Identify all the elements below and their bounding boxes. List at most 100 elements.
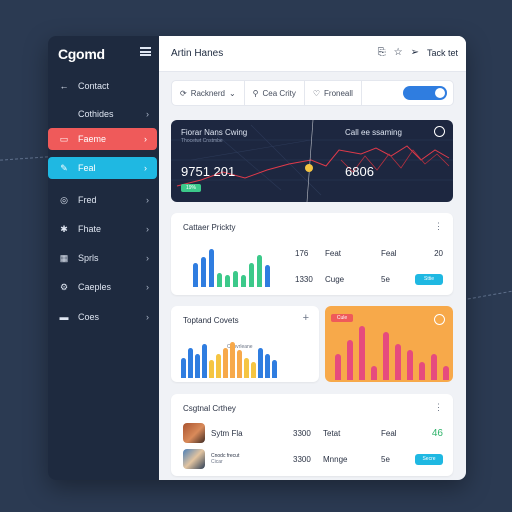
refresh-icon: ⟳ [180,88,187,98]
card-title: Toptand Covets [183,316,239,325]
bar [258,348,263,378]
bar [383,332,389,380]
sidebar-item-label: Sprls [78,253,99,263]
bar [265,354,270,378]
avatar [183,423,205,443]
main-content: Artin Hanes ⎘ ☆ ➢ Tack tet ⟳ Racknerd ⌄ … [159,36,466,480]
bar [272,360,277,378]
more-options-icon[interactable]: ⋮ [434,221,443,231]
sidebar-item-cothides[interactable]: Cothides › [48,103,159,125]
hero-left-value: 9751 201 [181,164,236,179]
bar [201,257,206,287]
status-badge: Cule [331,314,353,322]
chart-legend: Cenvrleane [227,344,253,350]
card-toptand-covets: Toptand Covets + Cenvrleane [171,306,319,382]
sidebar-item-coes[interactable]: ▬ Coes › [48,306,159,328]
hero-left-title: Fiorar Nans Cwing [181,128,248,137]
sidebar-item-faeme[interactable]: ▭ Faeme › [48,128,157,150]
bar [188,348,193,378]
pencil-icon: ✎ [60,162,68,173]
sidebar-item-caeples[interactable]: ⚙ Caeples › [48,276,159,298]
bar [419,362,425,380]
heart-icon: ♡ [312,88,321,98]
hero-left-subtitle: Thocetwt Cnstmbe [181,138,223,144]
chevron-right-icon: › [146,312,149,322]
star-icon[interactable]: ☆ [393,47,403,58]
bar [257,255,262,287]
sidebar-item-fred[interactable]: ◎ Fred › [48,189,159,211]
chevron-down-icon: ⌄ [228,88,236,98]
sidebar-item-label: Feal [78,163,96,173]
bar [230,342,235,378]
hero-trend-chart [171,120,453,202]
filter-bar: ⟳ Racknerd ⌄ ⚲ Cea Crity ♡ Froneall [171,80,454,106]
card2-bar-chart [181,340,277,378]
sidebar-item-sprls[interactable]: ▦ Sprls › [48,247,159,269]
bar [233,271,238,287]
list-item[interactable]: Sytm Fla 3300 Tetat Feal 46 [183,422,443,444]
chevron-right-icon: › [146,253,149,263]
bar [223,348,228,378]
sidebar-item-label: Faeme [78,134,107,144]
bar [407,350,413,380]
arrow-left-icon: ← [59,81,69,91]
stat-row: 176 Feat Feal 20 [295,248,443,258]
globe-icon: ◎ [60,194,68,205]
more-options-icon[interactable]: ⋮ [434,402,443,412]
card-cattaer-prickty: Cattaer Prickty ⋮ 176 Feat Feal 20 [171,213,453,295]
hero-chart-card: Fiorar Nans Cwing Thocetwt Cnstmbe 9751 … [171,120,453,202]
grid-icon: ▦ [59,252,69,263]
filter-racknerd[interactable]: ⟳ Racknerd ⌄ [172,81,245,105]
bookmark-icon[interactable]: ⎘ [377,47,386,58]
bar [241,275,246,287]
bar [217,273,222,287]
view-toggle[interactable] [403,86,447,100]
sidebar-item-label: Coes [78,312,100,322]
bar [249,263,254,287]
sidebar-item-contact[interactable]: ← Contact [48,75,159,97]
filter-froneall[interactable]: ♡ Froneall [305,81,362,105]
folder-icon: ▬ [59,312,69,322]
bar [244,358,249,378]
sidebar-item-label: Cothides [78,109,114,119]
user-icon: ⚲ [252,88,259,98]
action-pill-button[interactable]: Sttie [415,273,443,285]
bar [371,366,377,380]
card3-bar-chart [335,326,449,380]
chevron-right-icon: › [146,282,149,292]
bar [202,344,207,378]
bar [209,360,214,378]
info-ring-icon[interactable] [434,314,445,325]
bar [181,358,186,378]
bar [193,263,198,287]
decor-dashed-line-left [0,156,48,161]
sidebar-item-fhate[interactable]: ✱ Fhate › [48,218,159,240]
top-action-button[interactable]: Tack tet [426,47,458,58]
sidebar-item-label: Caeples [78,282,112,292]
hero-right-value: 6806 [345,164,374,179]
hamburger-menu-icon[interactable] [140,47,151,56]
send-icon[interactable]: ➢ [410,47,419,58]
bar [216,354,221,378]
asterisk-icon: ✱ [60,223,68,234]
app-logo: Cgomd [58,46,105,62]
top-bar: Artin Hanes ⎘ ☆ ➢ Tack tet [159,36,466,72]
bar [443,366,449,380]
bar [225,275,230,287]
card-csgtnal-crthey: Csgtnal Crthey ⋮ Sytm Fla 3300 Tetat Fea… [171,394,453,476]
plus-icon[interactable]: + [302,312,309,324]
hero-right-title: Call ee ssaming [345,128,402,137]
chevron-right-icon: › [146,224,149,234]
action-pill-button[interactable]: Secre [415,453,443,465]
stat-row: 1330 Cuge 5e Sttie [295,271,443,287]
info-ring-icon[interactable] [434,126,445,137]
page-title: Artin Hanes [171,48,224,59]
chevron-right-icon: › [146,195,149,205]
sidebar-item-feal[interactable]: ✎ Feal › [48,157,157,179]
bar [237,350,242,378]
bar [251,362,256,378]
bar [431,354,437,380]
filter-cea-crity[interactable]: ⚲ Cea Crity [245,81,305,105]
bar [359,326,365,380]
list-item[interactable]: Cnodc frecut Cicar 3300 Mnnge 5e Secre [183,448,443,470]
